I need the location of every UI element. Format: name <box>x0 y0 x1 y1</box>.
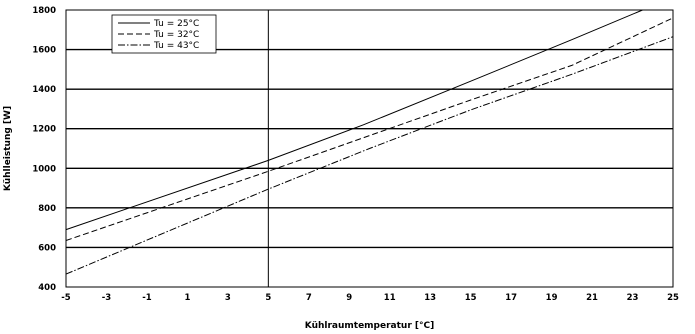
x-tick-labels: -5 -3 -1 1 3 5 7 9 11 13 15 17 19 21 23 25 <box>61 293 679 303</box>
series-line-2 <box>65 17 674 241</box>
legend-label-3: Tu = 43°C <box>153 41 199 51</box>
x-tick-label: 23 <box>627 293 639 303</box>
x-tick-label: -5 <box>61 293 71 303</box>
x-tick-label: -1 <box>142 293 152 303</box>
x-tick-label: 21 <box>586 293 598 303</box>
x-tick-label: 7 <box>306 293 312 303</box>
y-tick-label: 1000 <box>32 164 56 174</box>
legend-label-2: Tu = 32°C <box>153 30 199 40</box>
x-tick-label: 25 <box>667 293 679 303</box>
y-tick-label: 800 <box>38 204 56 214</box>
plot-frame <box>65 9 674 288</box>
y-tick-label: 600 <box>38 243 56 253</box>
y-tick-label: 400 <box>38 283 56 293</box>
x-tick-label: -3 <box>102 293 112 303</box>
x-tick-label: 19 <box>546 293 558 303</box>
y-tick-labels: 400 600 800 1000 1200 1400 1600 1800 <box>32 6 56 293</box>
series-lines <box>65 9 674 275</box>
y-axis-title: Kühlleistung [W] <box>3 106 13 191</box>
series-line-1 <box>65 9 643 231</box>
legend: Tu = 25°CTu = 32°CTu = 43°C <box>111 14 217 54</box>
x-tick-label: 11 <box>384 293 396 303</box>
x-tick-label: 3 <box>225 293 231 303</box>
y-tick-label: 1400 <box>32 85 56 95</box>
x-tick-label: 17 <box>505 293 517 303</box>
y-tick-label: 1800 <box>32 6 56 16</box>
x-tick-label: 13 <box>424 293 436 303</box>
x-tick-label: 1 <box>184 293 190 303</box>
y-tick-label: 1600 <box>32 46 56 56</box>
x-axis-title: Kühlraumtemperatur [°C] <box>305 321 434 331</box>
series-line-3 <box>65 36 674 275</box>
x-tick-label: 5 <box>265 293 271 303</box>
x-tick-label: 9 <box>346 293 352 303</box>
y-tick-label: 1200 <box>32 125 56 135</box>
x-tick-label: 15 <box>465 293 477 303</box>
legend-label-1: Tu = 25°C <box>153 19 199 29</box>
